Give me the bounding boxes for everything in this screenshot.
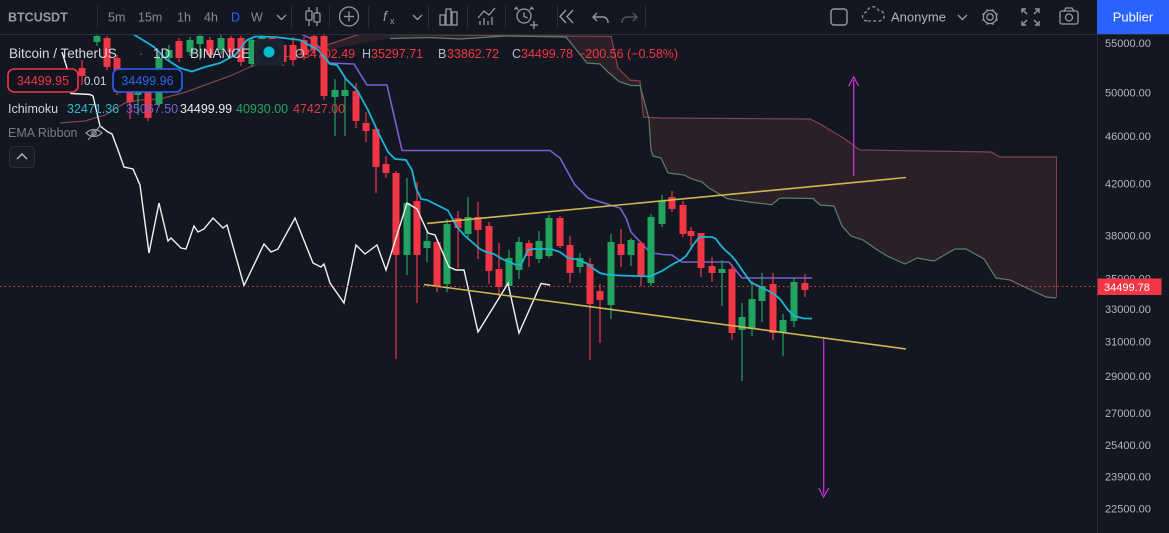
svg-text:34499.95: 34499.95 — [17, 74, 69, 88]
svg-text:34499.78: 34499.78 — [1104, 282, 1150, 294]
svg-text:34702.49: 34702.49 — [303, 47, 355, 61]
svg-text:Anonyme: Anonyme — [891, 10, 946, 25]
svg-text:4h: 4h — [204, 11, 218, 25]
svg-text:x: x — [390, 16, 395, 26]
svg-text:·: · — [176, 46, 180, 61]
svg-text:33000.00: 33000.00 — [1105, 304, 1151, 316]
svg-text:46000.00: 46000.00 — [1105, 131, 1151, 143]
svg-text:O: O — [295, 47, 305, 61]
svg-text:34499.99: 34499.99 — [180, 102, 232, 116]
svg-text:W: W — [251, 11, 263, 25]
svg-text:f: f — [383, 8, 389, 24]
svg-text:H: H — [362, 47, 371, 61]
svg-text:38000.00: 38000.00 — [1105, 231, 1151, 243]
svg-text:31000.00: 31000.00 — [1105, 336, 1151, 348]
svg-text:34499.78: 34499.78 — [521, 47, 573, 61]
svg-text:EMA Ribbon: EMA Ribbon — [8, 126, 78, 140]
svg-text:40930.00: 40930.00 — [236, 102, 288, 116]
svg-text:BTCUSDT: BTCUSDT — [8, 11, 68, 25]
svg-text:34499.96: 34499.96 — [121, 74, 173, 88]
svg-text:35297.71: 35297.71 — [371, 47, 423, 61]
svg-text:32471.36: 32471.36 — [67, 102, 119, 116]
svg-text:50000.00: 50000.00 — [1105, 88, 1151, 100]
svg-text:15m: 15m — [138, 11, 162, 25]
svg-text:27000.00: 27000.00 — [1105, 408, 1151, 420]
svg-text:D: D — [231, 11, 240, 25]
svg-text:Ichimoku: Ichimoku — [8, 102, 58, 116]
svg-text:25400.00: 25400.00 — [1105, 440, 1151, 452]
svg-text:22500.00: 22500.00 — [1105, 503, 1151, 515]
svg-text:BINANCE: BINANCE — [190, 46, 250, 61]
svg-text:C: C — [512, 47, 521, 61]
svg-text:0.01: 0.01 — [84, 76, 106, 88]
svg-text:1h: 1h — [177, 11, 191, 25]
svg-text:47427.00: 47427.00 — [293, 102, 345, 116]
svg-text:B: B — [438, 47, 446, 61]
svg-text:42000.00: 42000.00 — [1105, 179, 1151, 191]
svg-text:Bitcoin / TetherUS: Bitcoin / TetherUS — [9, 46, 117, 61]
svg-text:29000.00: 29000.00 — [1105, 371, 1151, 383]
svg-text:Publier: Publier — [1113, 10, 1154, 25]
svg-text:·: · — [139, 46, 143, 61]
svg-text:−200.56 (−0.58%): −200.56 (−0.58%) — [578, 47, 678, 61]
svg-text:35067.50: 35067.50 — [126, 102, 178, 116]
svg-text:33862.72: 33862.72 — [447, 47, 499, 61]
svg-text:1D: 1D — [153, 46, 171, 61]
svg-text:5m: 5m — [108, 11, 125, 25]
svg-text:23900.00: 23900.00 — [1105, 472, 1151, 484]
svg-text:55000.00: 55000.00 — [1105, 38, 1151, 50]
